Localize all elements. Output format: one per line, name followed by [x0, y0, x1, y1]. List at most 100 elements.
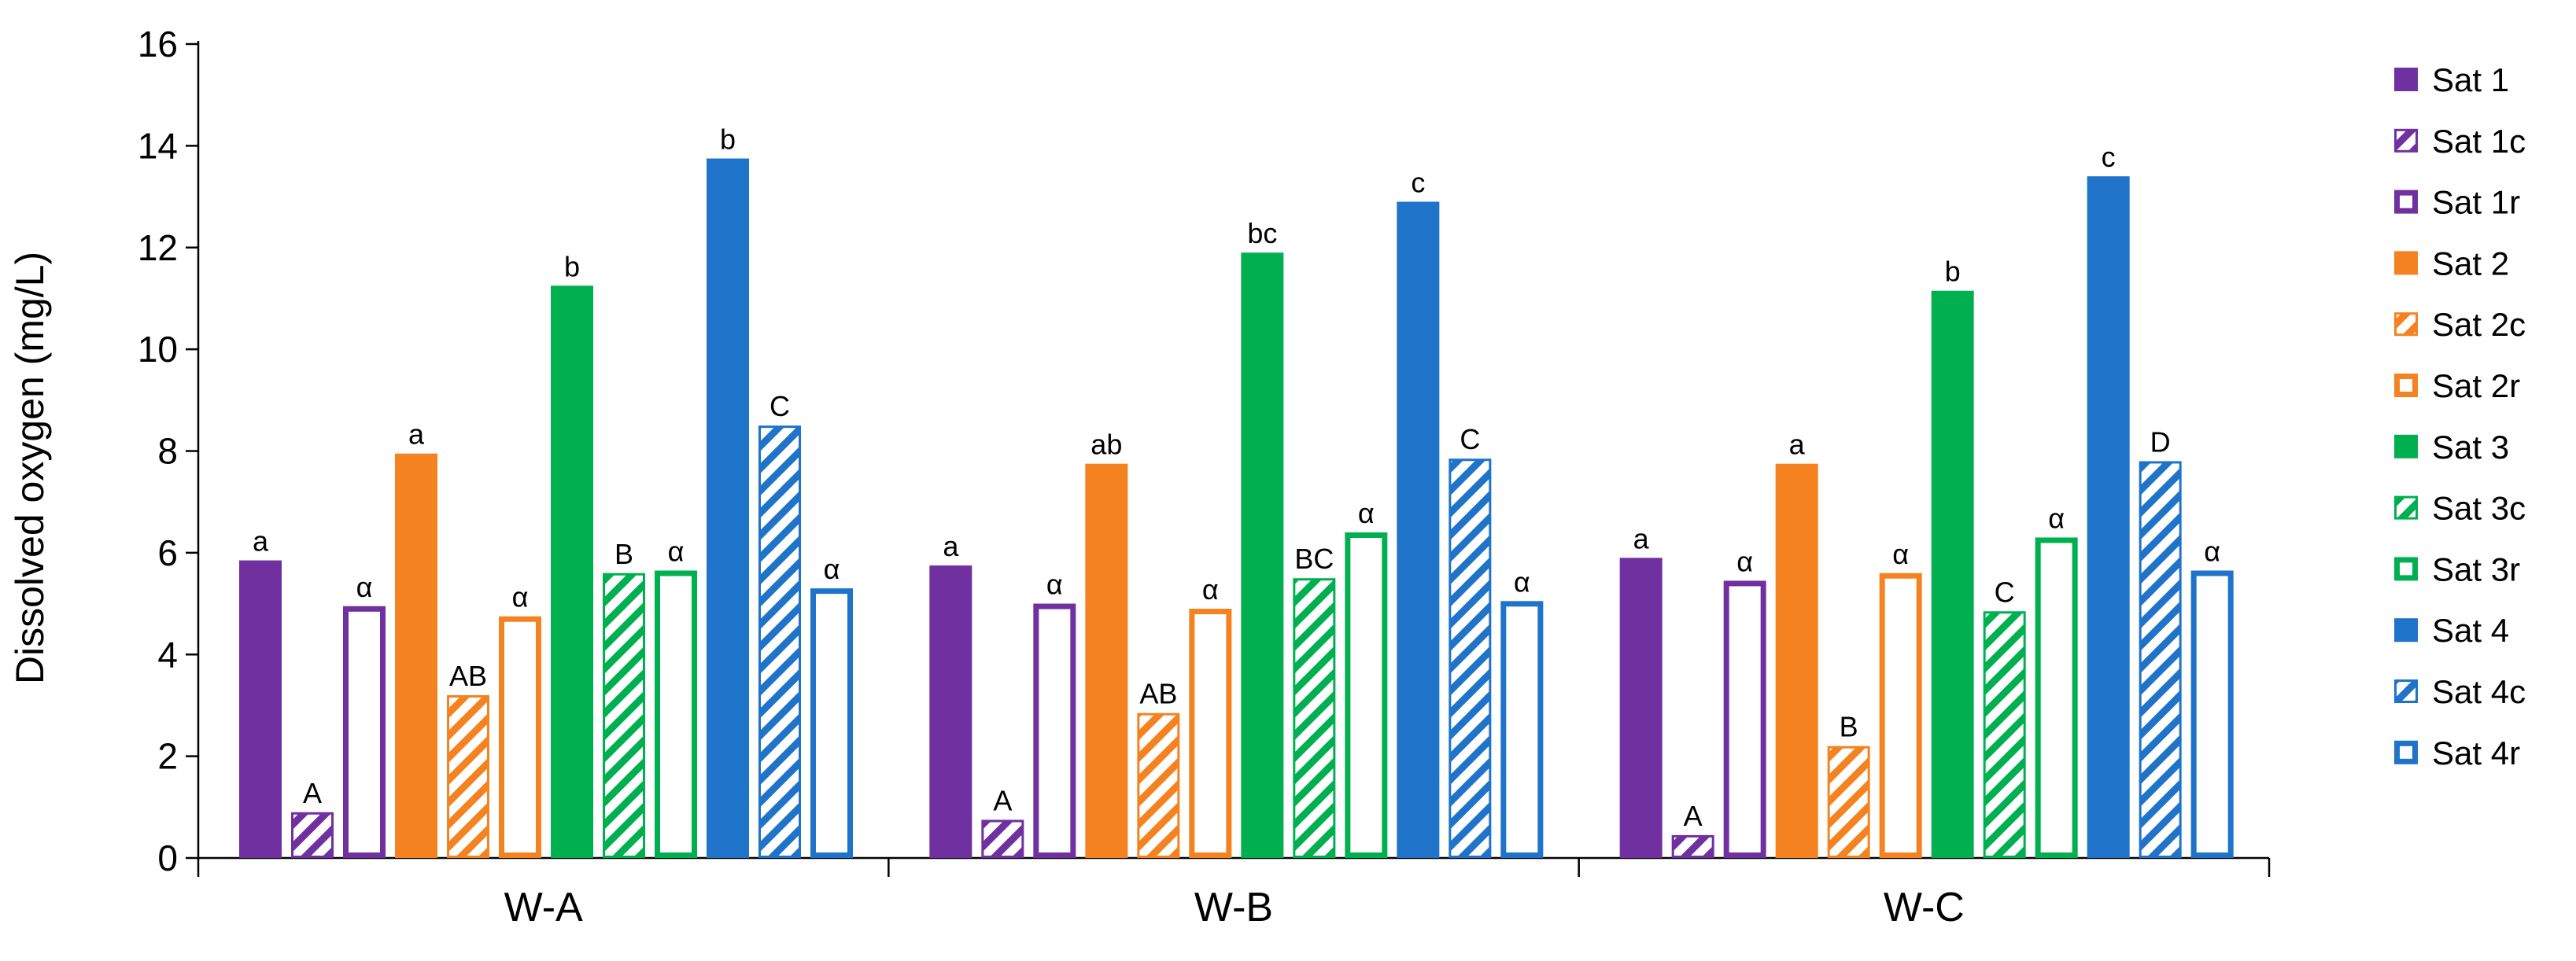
legend-swatch-sat-3	[2394, 434, 2418, 458]
bar-sat-4c-w-c	[2139, 461, 2182, 858]
data-label-sat-4c-w-b: C	[1460, 423, 1480, 455]
legend-label-sat-3: Sat 3	[2432, 429, 2509, 466]
legend-label-sat-2r: Sat 2r	[2432, 367, 2520, 404]
legend-label-sat-4c: Sat 4c	[2432, 673, 2526, 710]
bar-sat-3r-w-c	[2035, 537, 2078, 858]
data-label-sat-4r-w-c: α	[2204, 536, 2220, 568]
x-category-label: W-B	[1194, 885, 1273, 930]
bar-sat-3c-w-c	[1983, 611, 2026, 858]
legend-item-sat-1c: Sat 1c	[2394, 123, 2526, 160]
bar-sat-4-w-a	[707, 158, 749, 858]
y-tick-label: 8	[157, 431, 178, 472]
data-label-sat-4-w-b: c	[1411, 167, 1425, 199]
bar-sat-3c-w-b	[1293, 578, 1336, 858]
data-label-sat-3r-w-b: α	[1358, 497, 1375, 529]
data-label-sat-4-w-a: b	[720, 123, 736, 156]
legend-swatch-sat-1r	[2394, 190, 2418, 214]
legend: Sat 1 Sat 1c Sat 1r Sat 2 Sat 2c Sat 2r Sat 3 S…	[2394, 61, 2526, 771]
bar-sat-4-w-c	[2087, 176, 2130, 858]
data-label-sat-3-w-a: b	[564, 250, 580, 282]
legend-item-sat-1: Sat 1	[2394, 61, 2509, 98]
y-axis-label: Dissolved oxygen (mg/L)	[8, 252, 52, 684]
legend-swatch-sat-4r	[2394, 740, 2418, 764]
legend-label-sat-1c: Sat 1c	[2432, 123, 2526, 160]
data-label-sat-2r-w-b: α	[1202, 573, 1219, 606]
bar-sat-2-w-a	[395, 453, 437, 858]
data-label-sat-3c-w-c: C	[1995, 576, 2015, 608]
bar-sat-1c-w-a	[291, 812, 334, 858]
data-label-sat-3c-w-b: BC	[1294, 543, 1334, 575]
bar-sat-2r-w-a	[499, 616, 541, 858]
data-label-sat-2-w-c: a	[1789, 429, 1806, 461]
data-label-sat-3r-w-a: α	[668, 536, 685, 568]
bar-sat-1r-w-a	[343, 606, 386, 858]
legend-swatch-sat-1	[2394, 68, 2418, 91]
bars: a Aα a AB α b B α b Cα a Aα ab AB α bc BC α c Cα a Aα a Bα b Cα c D…	[239, 123, 2234, 858]
legend-item-sat-1r: Sat 1r	[2394, 184, 2520, 221]
data-label-sat-2r-w-a: α	[512, 581, 529, 613]
bar-sat-1-w-c	[1619, 558, 1663, 858]
legend-item-sat-3c: Sat 3c	[2394, 490, 2526, 527]
data-label-sat-1-w-c: a	[1633, 522, 1650, 554]
bar-sat-4r-w-c	[2190, 570, 2234, 858]
bar-sat-2c-w-a	[447, 695, 489, 858]
legend-swatch-sat-3r	[2394, 557, 2418, 581]
legend-item-sat-3r: Sat 3r	[2394, 550, 2520, 587]
y-tick-label: 6	[157, 532, 178, 573]
legend-label-sat-4r: Sat 4r	[2432, 735, 2520, 771]
bar-sat-3r-w-b	[1345, 532, 1388, 858]
legend-item-sat-2r: Sat 2r	[2394, 367, 2520, 404]
legend-label-sat-1r: Sat 1r	[2432, 184, 2520, 221]
y-tick-label: 4	[157, 634, 178, 675]
bar-sat-4r-w-a	[810, 588, 853, 858]
bar-sat-1-w-b	[929, 565, 972, 858]
data-label-sat-2-w-b: ab	[1091, 429, 1122, 461]
legend-label-sat-3c: Sat 3c	[2432, 490, 2526, 527]
legend-item-sat-3: Sat 3	[2394, 429, 2509, 466]
y-tick-label: 12	[138, 227, 178, 268]
y-tick-label: 14	[138, 125, 178, 166]
bar-sat-1c-w-c	[1671, 834, 1714, 858]
data-label-sat-1c-w-b: A	[993, 784, 1012, 816]
data-label-sat-1c-w-a: A	[303, 777, 322, 809]
data-label-sat-4r-w-a: α	[824, 553, 840, 585]
bar-sat-3-w-b	[1241, 252, 1284, 858]
bar-sat-1r-w-c	[1723, 580, 1766, 858]
bar-sat-1-w-a	[239, 560, 282, 858]
legend-label-sat-4: Sat 4	[2432, 612, 2509, 649]
legend-item-sat-4r: Sat 4r	[2394, 735, 2520, 771]
legend-swatch-sat-4c	[2394, 679, 2418, 703]
data-label-sat-1c-w-c: A	[1684, 800, 1703, 832]
bar-sat-2c-w-b	[1137, 712, 1180, 858]
legend-swatch-sat-3c	[2394, 495, 2418, 520]
data-label-sat-2r-w-c: α	[1892, 538, 1909, 570]
x-category-label: W-C	[1884, 885, 1965, 930]
data-label-sat-2c-w-c: B	[1840, 711, 1858, 743]
data-label-sat-1r-w-c: α	[1736, 545, 1753, 577]
legend-swatch-sat-2r	[2394, 374, 2418, 397]
legend-swatch-sat-2c	[2394, 312, 2418, 337]
bar-sat-2c-w-c	[1827, 746, 1870, 858]
legend-label-sat-2: Sat 2	[2432, 245, 2509, 282]
axes: Dissolved oxygen (mg/L) 0 2 4 6 8 10 12 14 16 W-A…	[8, 24, 2271, 930]
bar-sat-1r-w-b	[1033, 603, 1076, 858]
bar-sat-2r-w-c	[1879, 573, 1922, 858]
data-label-sat-2c-w-a: AB	[449, 660, 487, 692]
legend-swatch-sat-2	[2394, 251, 2418, 275]
legend-item-sat-2: Sat 2	[2394, 245, 2509, 282]
legend-item-sat-4c: Sat 4c	[2394, 673, 2526, 710]
data-label-sat-3c-w-a: B	[614, 538, 633, 570]
bar-sat-4c-w-a	[758, 425, 801, 858]
bar-sat-4r-w-b	[1500, 601, 1544, 858]
data-label-sat-4-w-c: c	[2102, 141, 2116, 173]
data-label-sat-1-w-b: a	[943, 530, 959, 562]
bar-sat-3c-w-a	[603, 573, 645, 858]
bar-sat-2r-w-b	[1189, 609, 1232, 858]
legend-label-sat-3r: Sat 3r	[2432, 550, 2520, 587]
data-label-sat-3-w-c: b	[1945, 256, 1961, 288]
data-label-sat-1-w-a: a	[253, 525, 269, 558]
data-label-sat-4c-w-a: C	[769, 390, 790, 422]
y-tick-label: 10	[138, 329, 178, 370]
y-tick-label: 0	[157, 838, 178, 878]
